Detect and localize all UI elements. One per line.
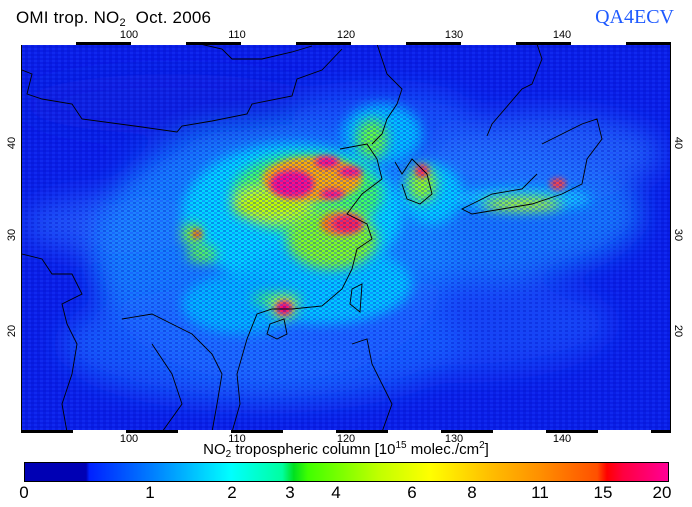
lon-tick-top: 140 — [552, 29, 572, 41]
brand-logo: QA4ECV — [595, 6, 674, 28]
colorbar-tick: 20 — [652, 483, 672, 502]
lat-tick-right: 20 — [672, 324, 685, 338]
bottom-frame-ticks — [21, 430, 671, 433]
lon-tick-bottom: 120 — [336, 433, 356, 445]
colorbar-tick: 0 — [19, 483, 29, 502]
lon-tick-bottom: 140 — [552, 433, 572, 445]
title-text: OMI trop. NO — [16, 8, 120, 27]
lon-tick-bottom: 100 — [119, 433, 139, 445]
colorbar-tick: 11 — [531, 483, 549, 502]
top-frame-ticks — [21, 42, 671, 45]
lon-tick-top: 100 — [119, 29, 139, 41]
lat-tick-left: 40 — [6, 136, 19, 150]
label-exp: 15 — [395, 440, 407, 451]
title-subscript: 2 — [119, 17, 126, 29]
lon-tick-bottom: 130 — [444, 433, 464, 445]
label-units: molec./cm — [406, 441, 480, 458]
lon-tick-bottom: 110 — [228, 433, 246, 445]
colorbar-label: NO2 tropospheric column [1015 molec./cm2… — [0, 440, 692, 460]
colorbar-tick: 6 — [407, 483, 417, 502]
label-exp2: 2 — [479, 440, 485, 451]
colorbar — [24, 462, 669, 482]
coastlines — [22, 44, 603, 432]
colorbar-tick: 2 — [227, 483, 237, 502]
colorbar-tick: 15 — [593, 483, 613, 502]
lon-tick-top: 120 — [336, 29, 356, 41]
title-date: Oct. 2006 — [125, 8, 212, 27]
lon-tick-top: 110 — [228, 29, 246, 41]
map-title: OMI trop. NO2 Oct. 2006 — [16, 8, 211, 29]
lon-tick-top: 130 — [444, 29, 464, 41]
colorbar-tick: 3 — [285, 483, 295, 502]
colorbar-tick: 8 — [467, 483, 477, 502]
label-sub: 2 — [225, 449, 232, 460]
label-end: ] — [484, 441, 489, 458]
no2-field — [22, 44, 670, 432]
lat-tick-right: 30 — [672, 228, 685, 242]
lat-tick-right: 40 — [672, 136, 685, 150]
no2-map — [21, 43, 671, 433]
lat-tick-left: 30 — [6, 228, 19, 242]
label-mid: tropospheric column [10 — [231, 441, 396, 458]
label-no: NO — [203, 441, 226, 458]
lat-tick-left: 20 — [6, 324, 19, 338]
colorbar-tick: 4 — [331, 483, 341, 502]
colorbar-tick: 1 — [145, 483, 155, 502]
